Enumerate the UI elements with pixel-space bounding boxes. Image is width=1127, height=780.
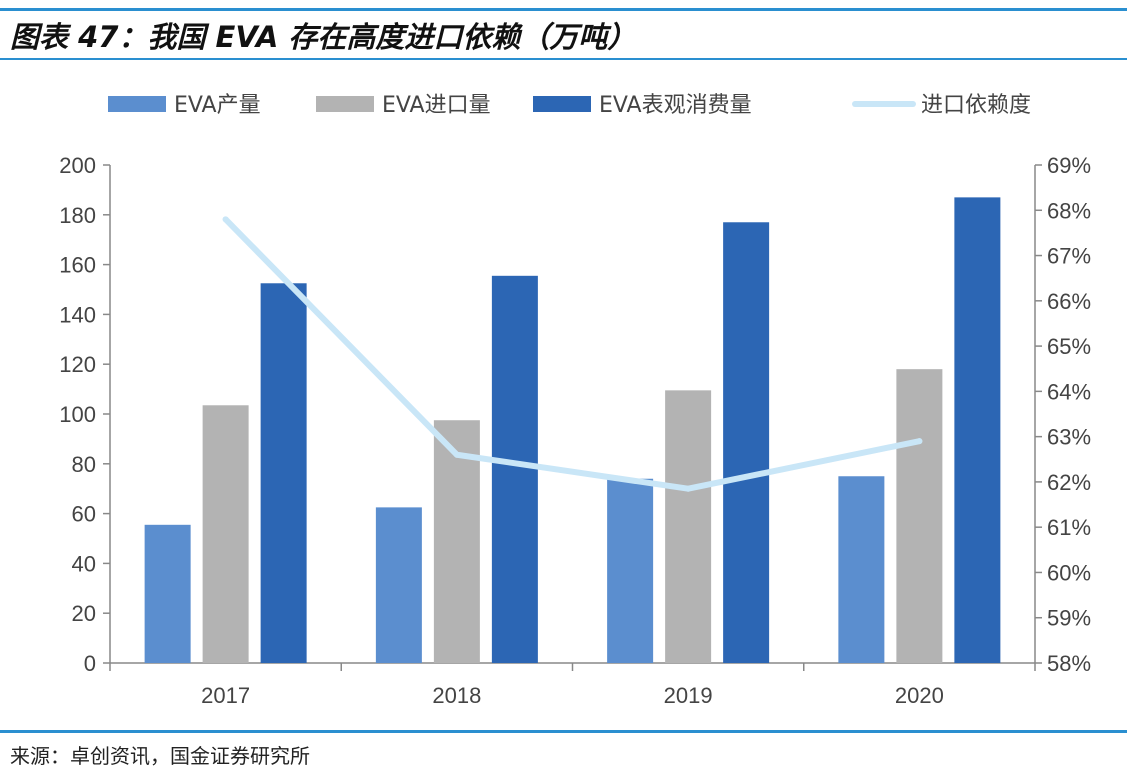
chart-title: 图表 47：我国 EVA 存在高度进口依赖（万吨） [10,20,637,54]
y-right-tick-label: 66% [1047,289,1091,314]
x-tick-label: 2019 [664,683,713,708]
y-right-tick-label: 65% [1047,334,1091,359]
y-left-tick-label: 80 [72,452,96,477]
top-rule [0,8,1127,11]
y-right-tick-label: 67% [1047,244,1091,269]
x-tick-label: 2018 [432,683,481,708]
y-left-tick-label: 180 [59,203,96,228]
y-right-tick-label: 68% [1047,198,1091,223]
y-right-tick-label: 59% [1047,606,1091,631]
legend-label: EVA产量 [174,93,261,118]
legend-swatch [108,96,166,112]
y-left-tick-label: 60 [72,502,96,527]
y-right-tick-label: 69% [1047,153,1091,178]
series-line [222,216,923,492]
bar [954,197,1001,663]
y-left-tick-label: 120 [59,352,96,377]
bar [491,275,538,663]
legend-label: EVA表观消费量 [599,93,752,118]
y-left-tick-label: 0 [84,651,96,676]
source-note: 来源：卓创资讯，国金证券研究所 [10,744,310,768]
bar [144,524,191,663]
legend-label: 进口依赖度 [921,93,1031,118]
bar [607,478,654,663]
bar [723,222,770,663]
bar [260,283,307,663]
line-point [685,485,692,492]
legend-label: EVA进口量 [382,93,491,118]
bottom-rule [0,730,1127,733]
y-left-tick-label: 200 [59,153,96,178]
bar [896,369,943,663]
y-left-tick-label: 160 [59,253,96,278]
line-point [222,216,229,223]
y-right-tick-label: 60% [1047,560,1091,585]
y-left-tick-label: 140 [59,302,96,327]
y-right-tick-label: 63% [1047,425,1091,450]
line-point [453,451,460,458]
x-tick-label: 2017 [201,683,250,708]
y-left-tick-label: 20 [72,601,96,626]
bar [202,405,249,663]
legend-swatch [533,96,591,112]
title-rule [0,58,1127,60]
y-right-tick-label: 61% [1047,515,1091,540]
y-right-tick-label: 58% [1047,651,1091,676]
line-point [916,438,923,445]
y-right-tick-label: 62% [1047,470,1091,495]
chart: 0 20 40 60 80 100 120 140 160 180 200 58% 59% 60% 61% 6… [59,93,1091,708]
y-left-tick-label: 100 [59,402,96,427]
x-tick-label: 2020 [895,683,944,708]
y-left-tick-label: 40 [72,551,96,576]
bar [665,390,712,663]
legend-swatch [316,96,374,112]
bar [375,507,422,663]
bar [433,420,480,663]
y-right-tick-label: 64% [1047,379,1091,404]
bar [838,476,885,663]
